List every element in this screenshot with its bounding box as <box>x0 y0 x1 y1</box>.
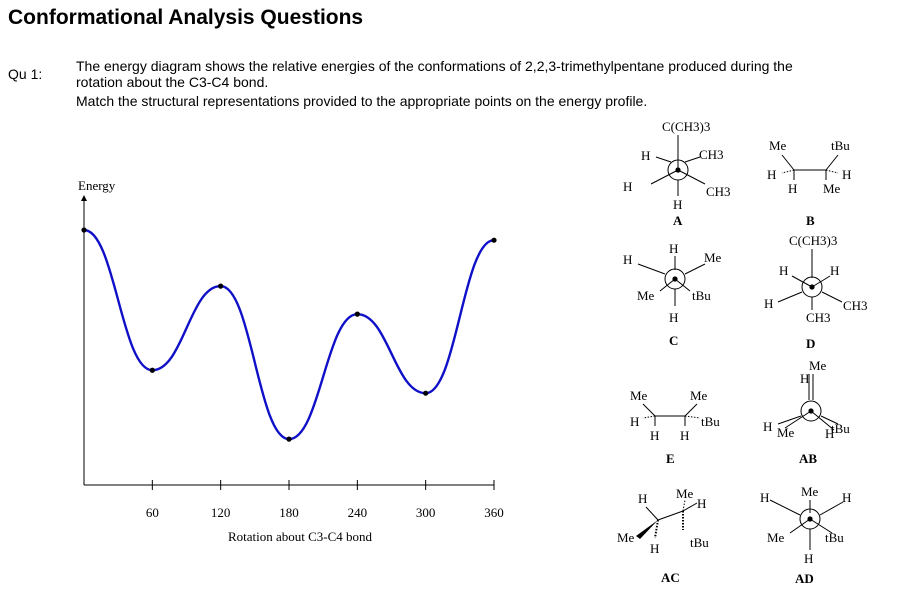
structure-b: Me tBu H H H Me B <box>767 138 851 228</box>
d-left: H <box>764 296 773 311</box>
c-right: Me <box>704 250 722 265</box>
c-left: H <box>623 252 632 267</box>
a-label: A <box>673 213 683 228</box>
c-lower-right: tBu <box>692 288 711 303</box>
ab-top-h: H <box>800 371 809 386</box>
c-top: H <box>669 241 678 256</box>
ad-bottom: H <box>804 551 813 566</box>
structure-ac: H Me H Me H tBu AC <box>617 486 709 585</box>
ad-lower-left: Me <box>767 530 785 545</box>
e-top-left: Me <box>630 388 648 403</box>
page-title: Conformational Analysis Questions <box>8 6 364 29</box>
ab-right-h: H <box>825 426 834 441</box>
x-tick-label: 360 <box>484 505 504 520</box>
ad-upper-right: H <box>842 490 851 505</box>
e-bottom-left: H <box>650 428 659 443</box>
d-top: C(CH3)3 <box>789 233 837 248</box>
energy-point <box>354 311 360 317</box>
energy-point <box>286 436 292 442</box>
ac-left-top: H <box>638 491 647 506</box>
x-tick-label: 300 <box>416 505 436 520</box>
c-bottom: H <box>669 310 678 325</box>
structure-ad: Me H H Me tBu H AD <box>760 484 851 586</box>
ad-label: AD <box>795 571 814 586</box>
ab-top: Me <box>809 358 827 373</box>
energy-point <box>149 367 155 373</box>
ad-lower-right: tBu <box>825 530 844 545</box>
x-tick-label: 180 <box>279 505 299 520</box>
ac-top: Me <box>676 486 694 501</box>
ab-left-h: H <box>763 419 772 434</box>
a-front-right: CH3 <box>706 184 731 199</box>
ab-right: tBu <box>831 421 850 436</box>
d-label: D <box>806 336 815 351</box>
ac-bottom: H <box>650 541 659 556</box>
x-axis-label: Rotation about C3-C4 bond <box>228 529 373 544</box>
d-upper-left: H <box>779 263 788 278</box>
structure-a: C(CH3)3 H CH3 H CH3 H A <box>623 119 731 228</box>
a-back-upper-right: CH3 <box>699 147 724 162</box>
ab-left-me: Me <box>777 425 795 440</box>
b-mid-left: H <box>767 167 776 182</box>
b-label: B <box>806 213 815 228</box>
y-axis-label: Energy <box>78 178 116 193</box>
x-ticks: 60 120 180 240 300 360 <box>146 480 504 520</box>
a-front-left: H <box>623 179 632 194</box>
question-line-3: Match the structural representations pro… <box>76 93 648 109</box>
ac-right: tBu <box>690 535 709 550</box>
e-label: E <box>666 451 675 466</box>
ab-label: AB <box>799 451 817 466</box>
c-label: C <box>669 333 678 348</box>
ac-top-right: H <box>697 496 706 511</box>
a-back-bottom: H <box>673 197 682 212</box>
d-bottom: CH3 <box>806 310 831 325</box>
e-mid-left: H <box>630 414 639 429</box>
d-right: CH3 <box>843 298 868 313</box>
b-bottom-right: Me <box>823 181 841 196</box>
ac-left-bottom: Me <box>617 530 635 545</box>
x-tick-label: 60 <box>146 505 159 520</box>
question-line-2: rotation about the C3-C4 bond. <box>76 74 269 90</box>
question-line-1: The energy diagram shows the relative en… <box>76 58 793 74</box>
d-upper-right: H <box>830 263 839 278</box>
x-tick-label: 120 <box>211 505 231 520</box>
question-label: Qu 1: <box>8 66 43 82</box>
ad-upper-left: H <box>760 490 769 505</box>
e-bottom-right: H <box>680 428 689 443</box>
e-top-right: Me <box>690 388 708 403</box>
b-top-right: tBu <box>831 138 850 153</box>
a-back-upper-left: H <box>641 148 650 163</box>
b-bottom-left: H <box>788 181 797 196</box>
ad-top: Me <box>801 484 819 499</box>
a-front-top: C(CH3)3 <box>662 119 710 134</box>
energy-point <box>491 237 497 243</box>
b-top-left: Me <box>769 138 787 153</box>
structure-ab: Me H H Me tBu H AB <box>763 358 850 466</box>
e-mid-right: tBu <box>701 414 720 429</box>
energy-point <box>81 227 87 233</box>
structure-c: H H Me Me tBu H C <box>623 241 722 348</box>
energy-points <box>81 227 497 442</box>
energy-point <box>423 390 429 396</box>
c-lower-left: Me <box>637 288 655 303</box>
ac-label: AC <box>661 570 680 585</box>
x-tick-label: 240 <box>348 505 368 520</box>
b-mid-right: H <box>842 167 851 182</box>
energy-point <box>218 283 224 289</box>
energy-curve <box>83 228 495 441</box>
energy-chart: Energy 60 120 180 240 300 360 Rotation about … <box>78 178 504 544</box>
structure-e: Me Me H tBu H H E <box>630 388 720 466</box>
structure-d: C(CH3)3 H H H CH3 CH3 D <box>764 233 868 351</box>
